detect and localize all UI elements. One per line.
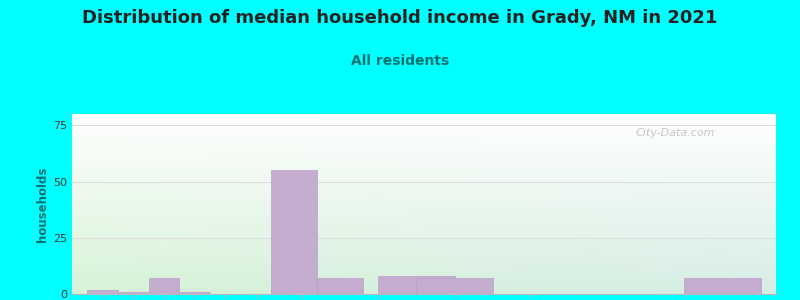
Bar (271, 170, 317, 294)
Bar (416, 278, 493, 294)
Text: Distribution of median household income in Grady, NM in 2021: Distribution of median household income … (82, 9, 718, 27)
Text: City-Data.com: City-Data.com (635, 128, 714, 138)
Bar (317, 278, 362, 294)
Text: All residents: All residents (351, 54, 449, 68)
Y-axis label: households: households (36, 166, 49, 242)
Bar (684, 278, 761, 294)
Bar (149, 278, 179, 294)
Bar (118, 292, 149, 294)
Bar (179, 292, 210, 294)
Bar (378, 276, 454, 294)
Bar (87, 290, 118, 294)
